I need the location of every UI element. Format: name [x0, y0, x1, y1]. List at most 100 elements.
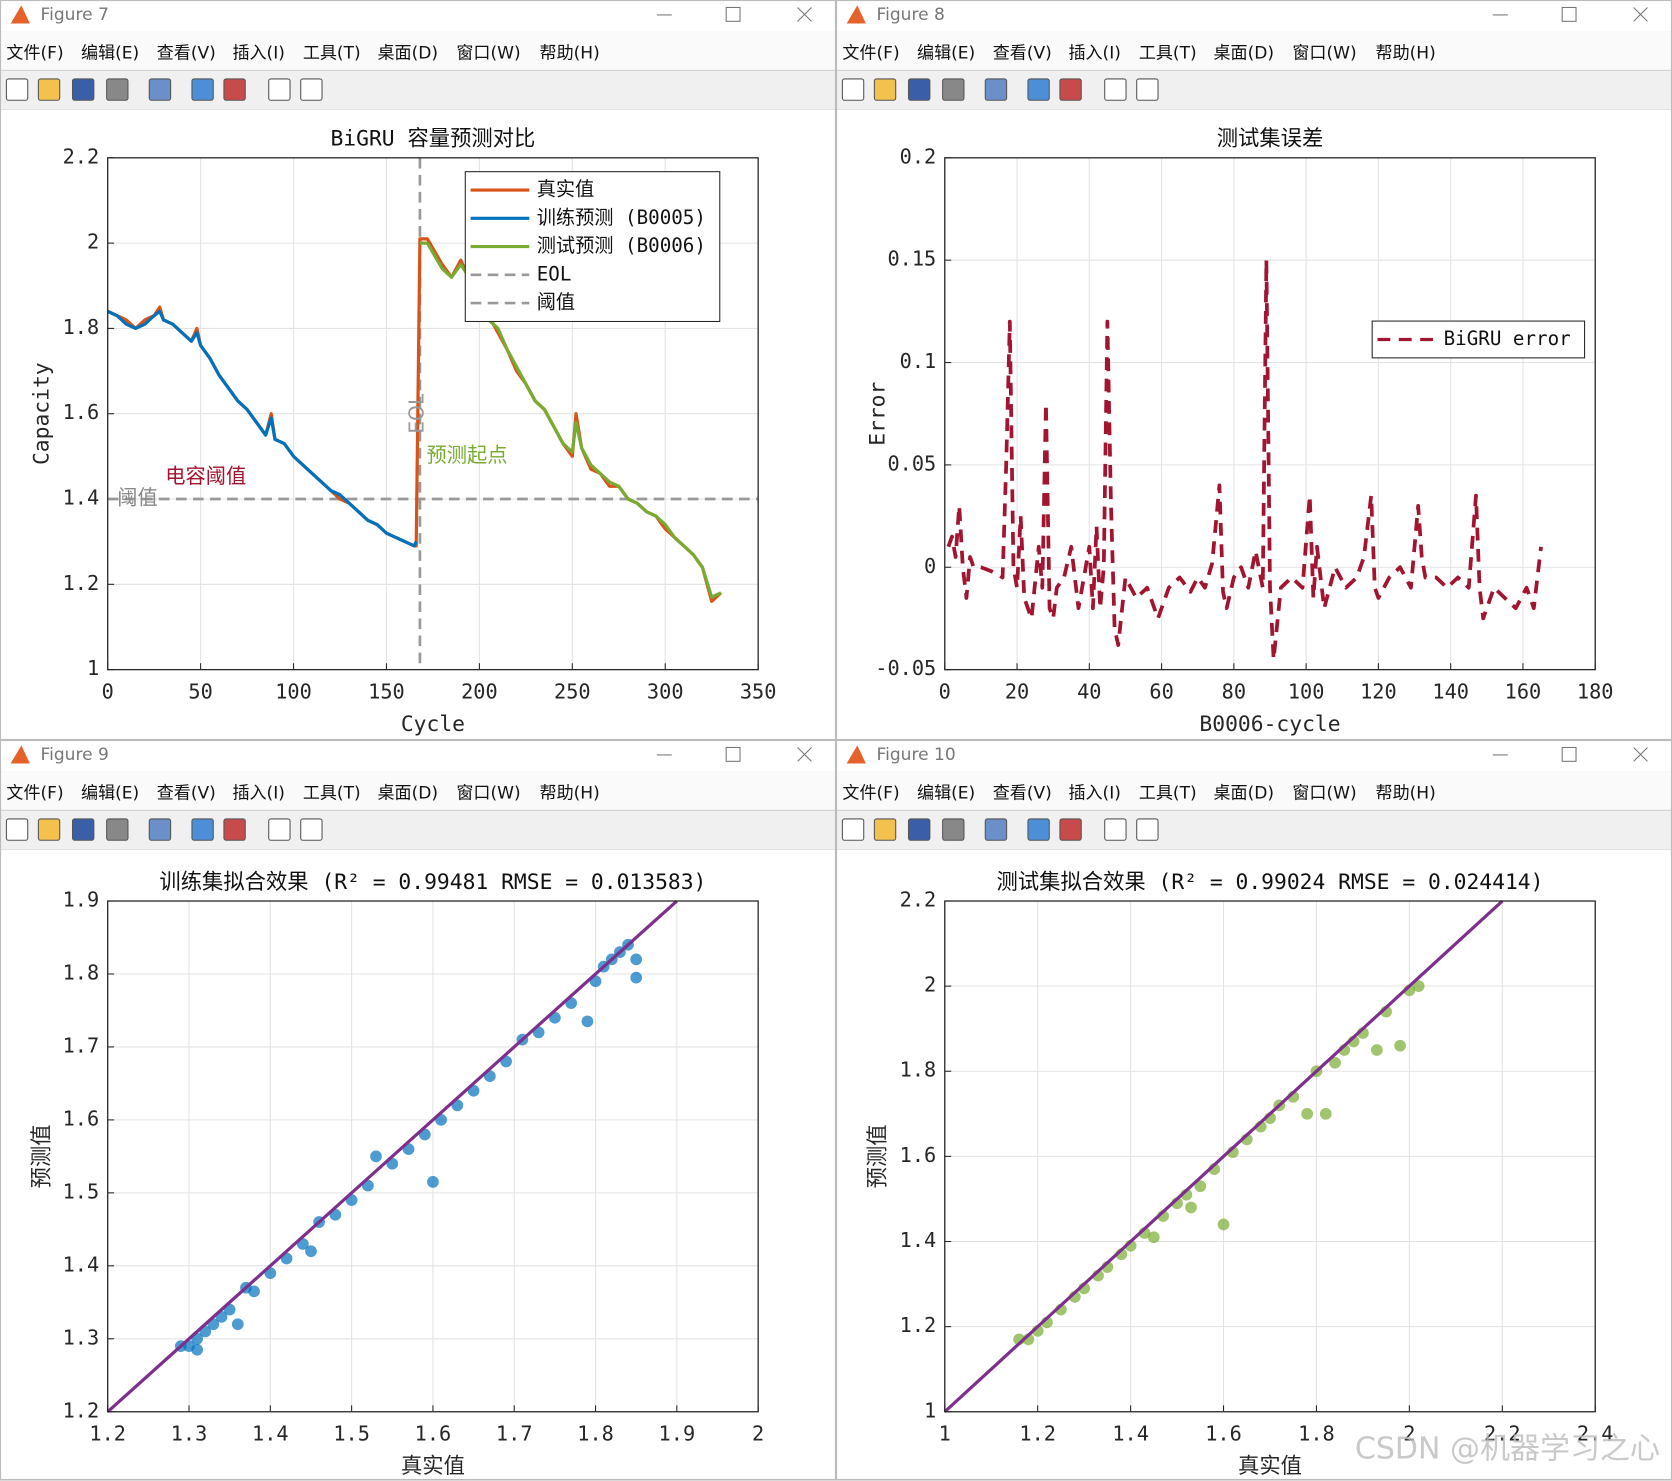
menu-item[interactable]: 桌面(D)	[377, 43, 438, 63]
toolbar-button[interactable]	[191, 78, 214, 101]
toolbar-button[interactable]	[5, 818, 29, 841]
toolbar-button[interactable]	[984, 818, 1008, 841]
x-axis-label: B0006-cycle	[1199, 712, 1340, 737]
title-bar	[0, 0, 836, 31]
menu-item[interactable]: 插入(I)	[232, 783, 284, 803]
menu-item[interactable]: 帮助(H)	[1376, 783, 1436, 803]
menu-item[interactable]: 编辑(E)	[81, 783, 139, 803]
toolbar-button[interactable]	[5, 78, 29, 101]
menu-item[interactable]: 插入(I)	[232, 43, 284, 63]
menu-item[interactable]: 工具(T)	[1139, 783, 1197, 803]
menu-item[interactable]: 工具(T)	[1139, 43, 1197, 63]
toolbar-button[interactable]	[1104, 818, 1127, 841]
x-tick-label: 1.8	[577, 1422, 614, 1446]
menu-item[interactable]: 窗口(W)	[1292, 783, 1356, 803]
toolbar-button[interactable]	[37, 78, 61, 101]
x-tick-label: 0	[102, 680, 114, 704]
scatter-point	[231, 1318, 244, 1331]
toolbar-button[interactable]	[223, 818, 246, 841]
toolbar-button[interactable]	[1027, 818, 1050, 841]
close-button[interactable]	[797, 7, 812, 22]
toolbar-button[interactable]	[148, 818, 172, 841]
toolbar-button[interactable]	[942, 818, 965, 841]
menu-item[interactable]: 插入(I)	[1068, 783, 1120, 803]
y-axis-label: Capacity	[30, 362, 55, 465]
scatter-point	[1185, 1201, 1197, 1214]
maximize-button[interactable]	[1561, 746, 1577, 762]
toolbar-button[interactable]	[942, 78, 965, 101]
chart-title: BiGRU 容量预测对比	[330, 127, 535, 152]
menu-item[interactable]: 帮助(H)	[540, 783, 600, 803]
menu-item[interactable]: 查看(V)	[993, 783, 1052, 803]
menu-item[interactable]: 插入(I)	[1068, 43, 1120, 63]
menu-item[interactable]: 窗口(W)	[456, 783, 520, 803]
scatter-point	[1329, 1056, 1341, 1069]
menu-item[interactable]: 编辑(E)	[917, 43, 975, 63]
menu-item[interactable]: 工具(T)	[303, 783, 361, 803]
toolbar-button[interactable]	[268, 78, 291, 101]
menu-item[interactable]: 查看(V)	[157, 43, 216, 63]
menu-item[interactable]: 查看(V)	[993, 43, 1052, 63]
menu-item[interactable]: 文件(F)	[842, 43, 899, 63]
toolbar-button[interactable]	[873, 818, 897, 841]
y-tick-label: 1.3	[63, 1325, 100, 1349]
toolbar-button[interactable]	[841, 818, 865, 841]
legend-label: EOL	[537, 262, 572, 285]
toolbar-button[interactable]	[106, 818, 129, 841]
maximize-button[interactable]	[725, 746, 741, 762]
menu-item[interactable]: 编辑(E)	[81, 43, 139, 63]
toolbar-button[interactable]	[37, 818, 61, 841]
toolbar-button[interactable]	[1104, 78, 1127, 101]
menu-item[interactable]: 查看(V)	[157, 783, 216, 803]
x-tick-label: 1.4	[1112, 1422, 1149, 1446]
menu-item[interactable]: 工具(T)	[303, 43, 361, 63]
toolbar-button[interactable]	[268, 818, 291, 841]
toolbar-button[interactable]	[841, 78, 865, 101]
toolbar-button[interactable]	[148, 78, 172, 101]
data-line	[107, 309, 418, 548]
menu-item[interactable]: 桌面(D)	[1213, 783, 1274, 803]
toolbar-button[interactable]	[223, 78, 246, 101]
menu-item[interactable]: 帮助(H)	[540, 43, 600, 63]
menu-item[interactable]: 桌面(D)	[1213, 43, 1274, 63]
toolbar-button[interactable]	[1059, 818, 1082, 841]
menu-item[interactable]: 编辑(E)	[917, 783, 975, 803]
toolbar-button[interactable]	[1059, 78, 1082, 101]
menu-item[interactable]: 窗口(W)	[1292, 43, 1356, 63]
toolbar-button[interactable]	[1136, 818, 1159, 841]
toolbar-button[interactable]	[1027, 78, 1050, 101]
menu-item[interactable]: 桌面(D)	[377, 783, 438, 803]
y-axis-label: 预测值	[866, 1124, 891, 1188]
menu-item[interactable]: 文件(F)	[6, 783, 63, 803]
menu-item[interactable]: 帮助(H)	[1376, 43, 1436, 63]
scatter-point	[1412, 980, 1425, 992]
toolbar-button[interactable]	[907, 818, 931, 841]
toolbar	[836, 69, 1672, 111]
menu-item[interactable]: 文件(F)	[6, 43, 63, 63]
app-icon	[846, 745, 866, 764]
annotation: EOL	[404, 393, 428, 434]
y-tick-label: 1.4	[900, 1228, 937, 1252]
maximize-button[interactable]	[1561, 6, 1577, 22]
close-button[interactable]	[1633, 7, 1648, 22]
toolbar-button[interactable]	[106, 78, 129, 101]
toolbar-button[interactable]	[71, 818, 95, 841]
toolbar-button[interactable]	[191, 818, 214, 841]
toolbar-button[interactable]	[71, 78, 95, 101]
toolbar-button[interactable]	[300, 78, 323, 101]
toolbar-button[interactable]	[907, 78, 931, 101]
close-button[interactable]	[797, 747, 812, 762]
maximize-button[interactable]	[725, 6, 741, 22]
menu-item[interactable]: 窗口(W)	[456, 43, 520, 63]
toolbar-button[interactable]	[300, 818, 323, 841]
y-tick-label: 1.7	[63, 1033, 100, 1057]
x-tick-label: 100	[1288, 680, 1325, 704]
title-bar	[0, 740, 836, 771]
toolbar-button[interactable]	[1136, 78, 1159, 101]
close-button[interactable]	[1633, 747, 1648, 762]
x-tick-label: 50	[188, 680, 212, 704]
menu-item[interactable]: 文件(F)	[842, 783, 899, 803]
toolbar-button[interactable]	[984, 78, 1008, 101]
toolbar-button[interactable]	[873, 78, 897, 101]
